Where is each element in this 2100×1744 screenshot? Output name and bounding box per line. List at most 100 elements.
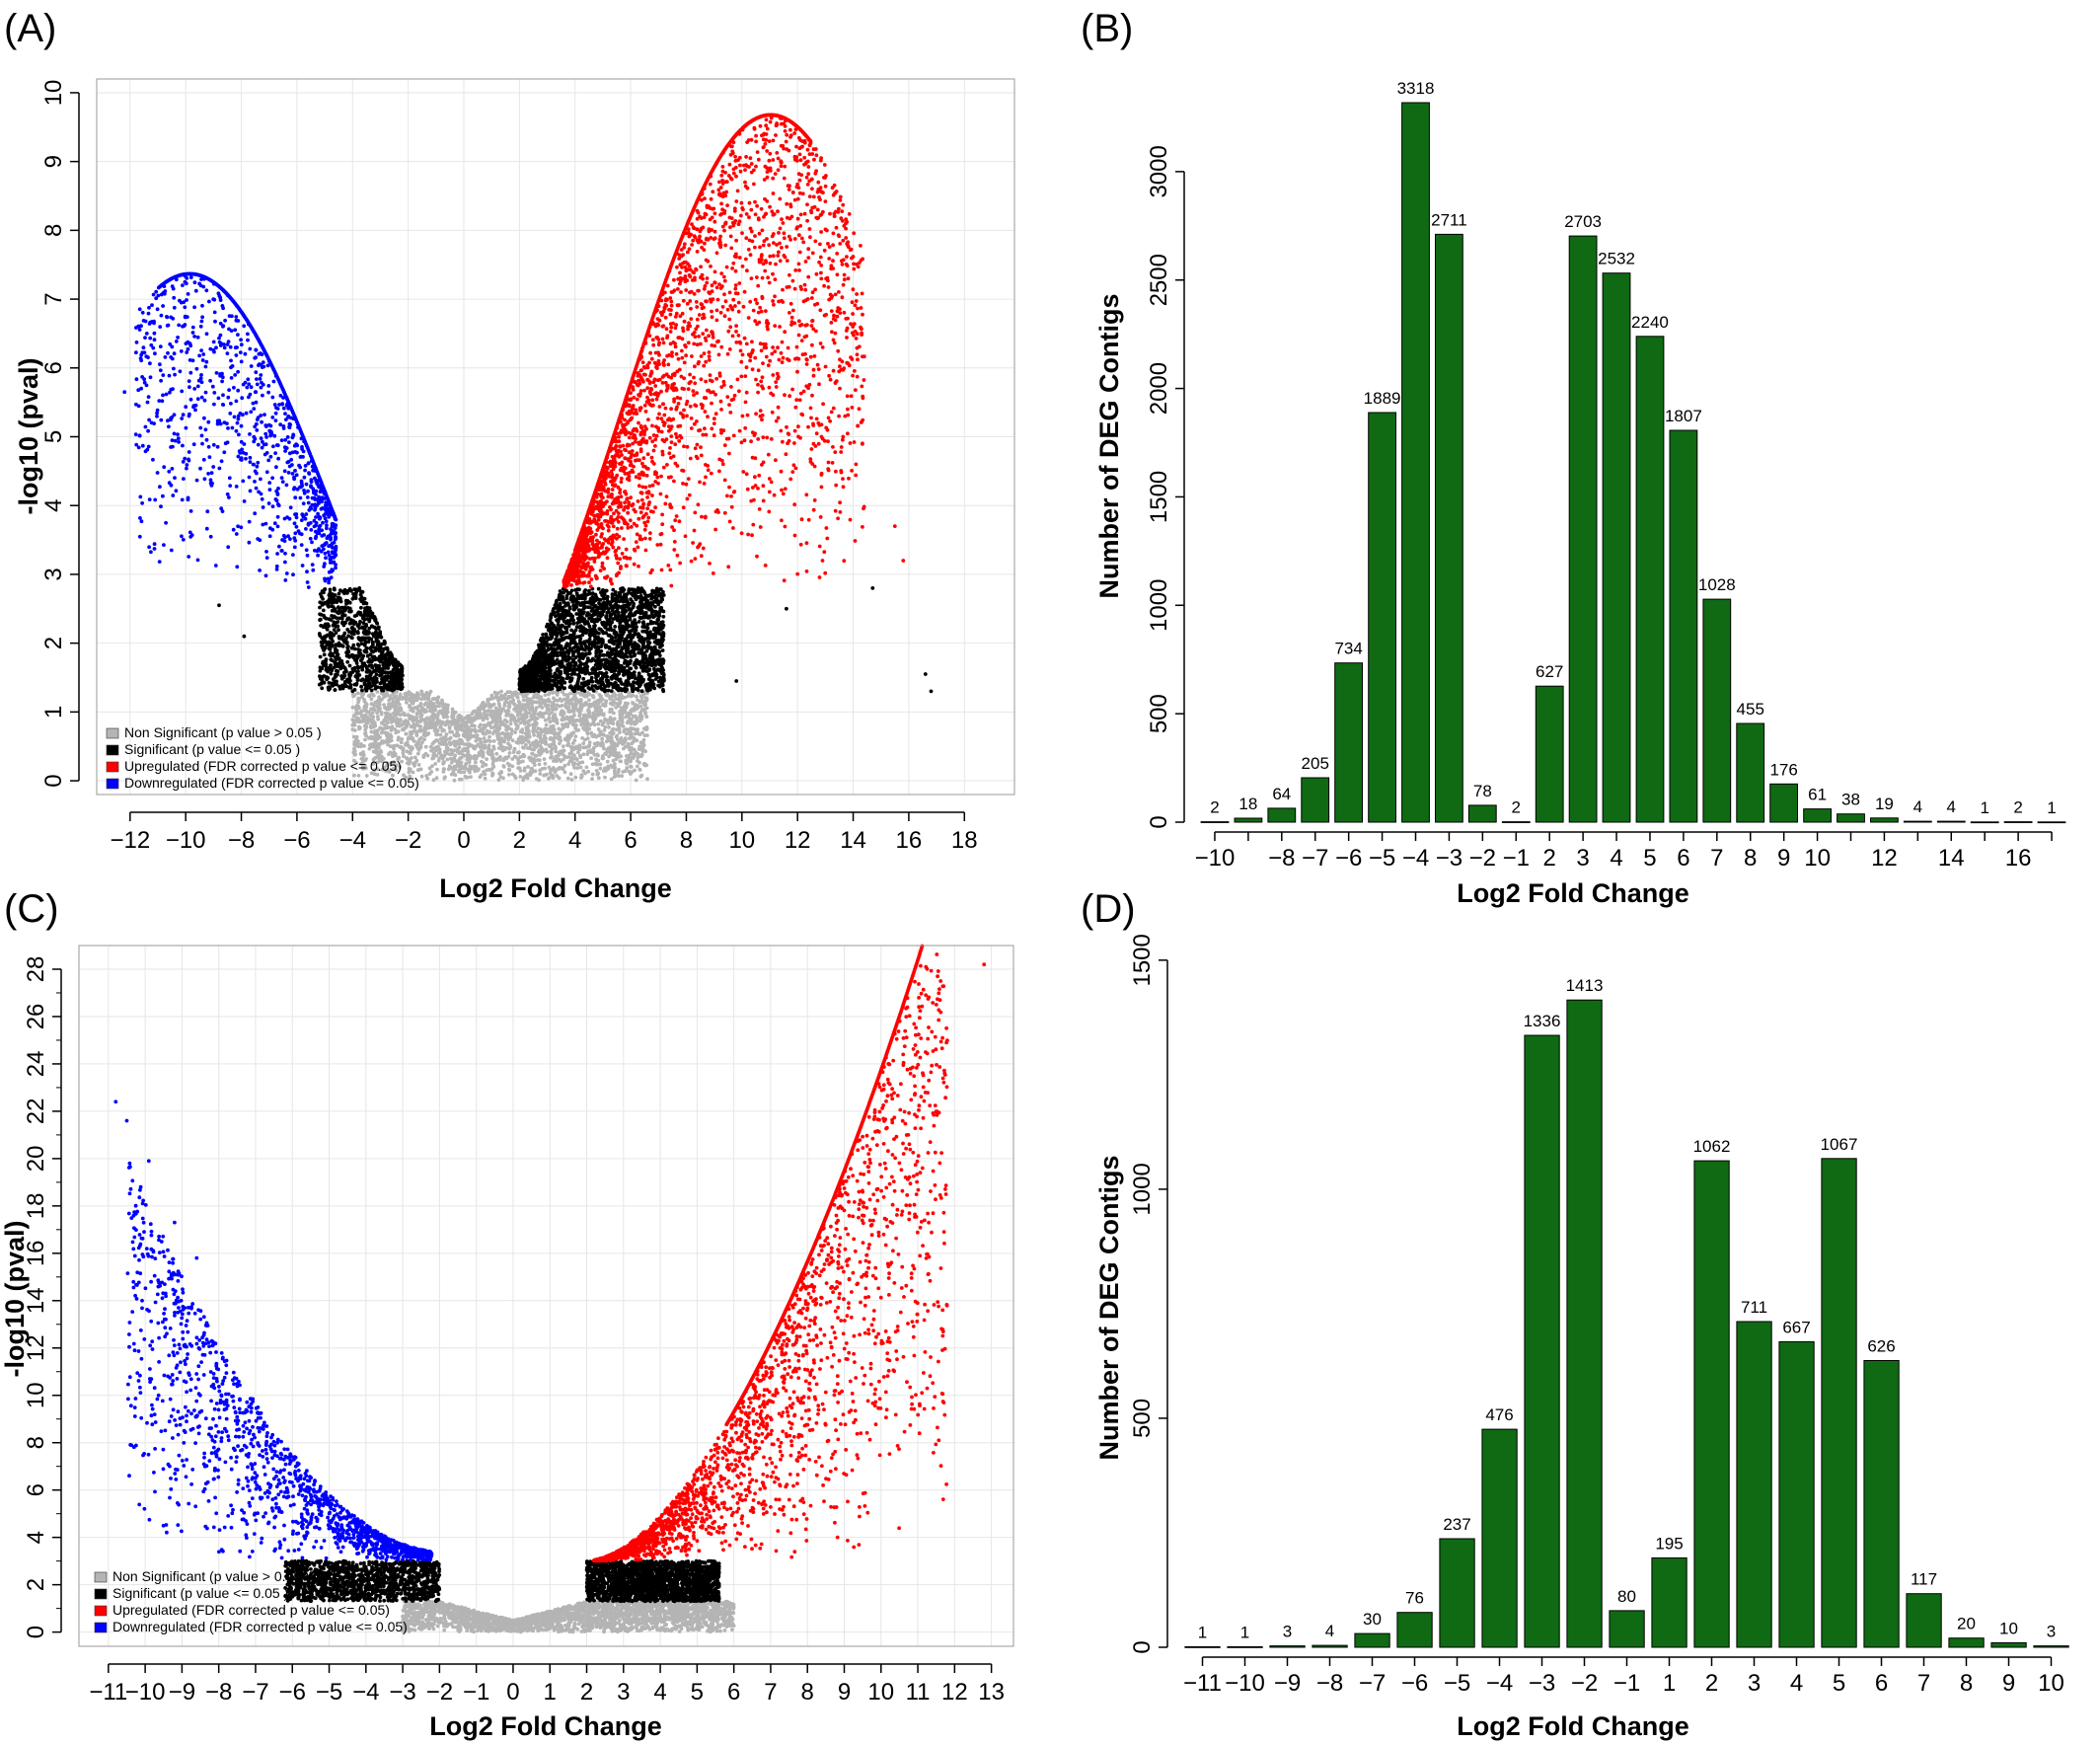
point-non-significant: [605, 734, 610, 738]
point-non-significant: [560, 703, 564, 708]
point-non-significant: [629, 751, 634, 756]
point-non-significant: [457, 737, 462, 742]
point-non-significant: [563, 737, 567, 742]
point-non-significant: [366, 735, 371, 740]
point-non-significant: [625, 766, 630, 771]
point-non-significant: [483, 776, 488, 781]
point-significant: [610, 595, 615, 599]
point-non-significant: [414, 733, 419, 737]
point-non-significant: [599, 694, 603, 699]
point-non-significant: [585, 736, 590, 741]
point-non-significant: [500, 744, 504, 749]
point-non-significant: [523, 731, 528, 736]
point-non-significant: [412, 722, 416, 727]
point-non-significant: [628, 736, 632, 740]
point-significant: [357, 637, 361, 642]
point-non-significant: [357, 726, 361, 731]
point-non-significant: [422, 709, 426, 714]
point-non-significant: [390, 724, 395, 729]
point-non-significant: [452, 778, 457, 783]
point-non-significant: [412, 718, 417, 722]
point-non-significant: [400, 737, 405, 741]
point-non-significant: [571, 763, 575, 767]
point-non-significant: [542, 736, 547, 741]
point-non-significant: [403, 721, 408, 726]
point-non-significant: [389, 734, 394, 739]
point-non-significant: [467, 744, 471, 749]
point-non-significant: [356, 774, 361, 778]
point-non-significant: [634, 778, 638, 783]
point-non-significant: [481, 726, 486, 730]
point-non-significant: [503, 746, 508, 751]
point-non-significant: [371, 749, 376, 754]
point-non-significant: [526, 765, 530, 769]
point-non-significant: [579, 773, 584, 777]
point-non-significant: [484, 739, 488, 744]
point-non-significant: [615, 733, 620, 738]
point-non-significant: [352, 728, 357, 732]
point-non-significant: [515, 710, 519, 714]
point-non-significant: [396, 700, 401, 705]
point-non-significant: [407, 735, 411, 740]
point-significant: [334, 631, 338, 635]
point-non-significant: [362, 717, 367, 720]
point-non-significant: [561, 744, 565, 748]
point-non-significant: [470, 719, 475, 723]
point-non-significant: [386, 742, 390, 747]
point-non-significant: [497, 737, 501, 742]
point-non-significant: [554, 749, 559, 754]
point-non-significant: [573, 734, 578, 738]
point-non-significant: [398, 693, 403, 698]
point-significant: [350, 636, 354, 641]
point-significant: [325, 676, 330, 681]
point-significant: [355, 643, 360, 646]
point-non-significant: [551, 705, 556, 710]
point-non-significant: [527, 711, 532, 715]
point-non-significant: [506, 754, 511, 759]
point-non-significant: [484, 763, 488, 767]
point-non-significant: [530, 751, 534, 756]
point-non-significant: [493, 722, 498, 727]
point-significant: [660, 624, 664, 628]
point-non-significant: [569, 778, 574, 782]
point-non-significant: [351, 720, 356, 724]
point-non-significant: [384, 739, 389, 744]
point-non-significant: [610, 727, 615, 732]
point-significant: [347, 600, 352, 605]
point-non-significant: [495, 733, 499, 738]
point-non-significant: [370, 741, 375, 746]
point-non-significant: [566, 762, 570, 766]
point-non-significant: [506, 724, 510, 729]
point-non-significant: [476, 754, 480, 758]
point-non-significant: [602, 746, 606, 751]
point-non-significant: [620, 713, 624, 718]
point-significant: [577, 587, 581, 592]
point-non-significant: [468, 728, 473, 733]
point-non-significant: [541, 748, 546, 753]
point-non-significant: [557, 737, 562, 741]
point-non-significant: [506, 737, 511, 742]
point-non-significant: [590, 777, 594, 781]
point-significant: [383, 652, 387, 657]
point-significant: [360, 665, 364, 670]
point-non-significant: [524, 725, 529, 729]
point-significant: [578, 602, 583, 607]
point-significant: [378, 631, 382, 636]
point-non-significant: [404, 731, 409, 736]
panel-a-letter: (A): [4, 7, 56, 50]
point-non-significant: [516, 757, 520, 762]
point-significant: [349, 653, 353, 658]
point-significant: [613, 668, 618, 673]
point-non-significant: [537, 762, 542, 767]
point-non-significant: [587, 726, 592, 731]
point-non-significant: [371, 715, 376, 720]
point-non-significant: [452, 718, 457, 722]
point-non-significant: [538, 711, 543, 716]
point-non-significant: [577, 710, 582, 715]
point-non-significant: [518, 720, 523, 725]
point-non-significant: [540, 740, 545, 745]
point-significant: [590, 591, 595, 596]
point-non-significant: [592, 745, 596, 750]
point-significant: [565, 654, 570, 658]
point-non-significant: [522, 720, 527, 724]
